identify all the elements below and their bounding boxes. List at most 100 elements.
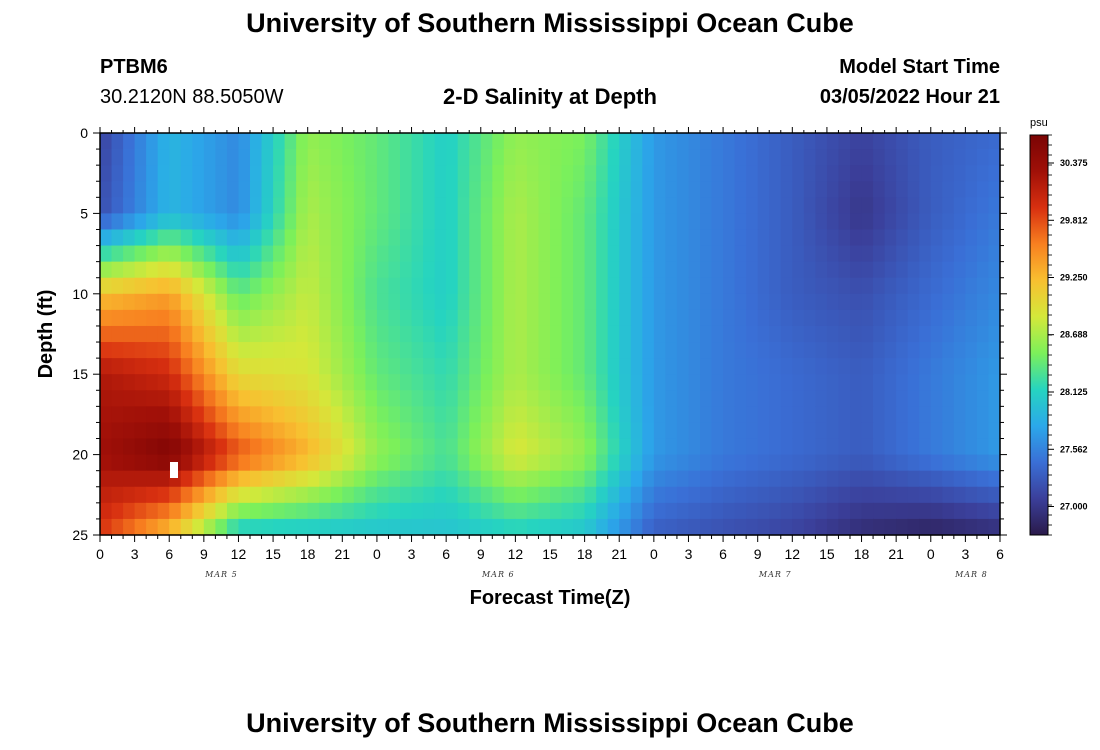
heat-cell bbox=[492, 133, 505, 150]
heat-cell bbox=[273, 374, 286, 391]
heat-cell bbox=[157, 165, 170, 182]
heat-cell bbox=[838, 342, 851, 359]
heat-cell bbox=[434, 277, 447, 295]
heat-cell bbox=[515, 229, 528, 247]
heat-cell bbox=[826, 358, 840, 375]
heat-cell bbox=[434, 181, 447, 198]
heat-cell bbox=[965, 390, 978, 407]
heat-cell bbox=[746, 358, 759, 375]
heat-cell bbox=[769, 165, 782, 182]
heat-cell bbox=[792, 133, 805, 150]
heat-cell bbox=[676, 518, 690, 536]
heat-cell bbox=[688, 454, 701, 472]
heat-cell bbox=[434, 261, 447, 279]
heat-cell bbox=[573, 406, 586, 424]
heat-cell bbox=[388, 438, 401, 456]
heat-cell bbox=[307, 342, 320, 359]
heat-cell bbox=[342, 486, 355, 504]
heat-cell bbox=[457, 342, 470, 359]
heat-cell bbox=[180, 325, 193, 343]
heat-cell bbox=[365, 438, 378, 456]
heat-cell bbox=[342, 165, 355, 182]
heat-cell bbox=[411, 518, 424, 536]
heat-cell bbox=[284, 486, 297, 504]
heat-cell bbox=[700, 261, 713, 279]
heat-cell bbox=[930, 358, 943, 375]
heat-cell bbox=[538, 165, 551, 182]
heat-cell bbox=[619, 454, 632, 472]
heat-cell bbox=[480, 374, 493, 391]
heat-cell bbox=[826, 149, 840, 166]
heat-cell bbox=[365, 454, 378, 472]
heat-cell bbox=[826, 293, 840, 311]
heat-cell bbox=[180, 181, 193, 198]
heat-cell bbox=[596, 342, 609, 359]
heat-cell bbox=[342, 309, 355, 327]
heat-cell bbox=[434, 454, 447, 472]
x-tick-label: 15 bbox=[542, 546, 558, 562]
heat-cell bbox=[642, 229, 655, 247]
heat-cell bbox=[457, 390, 470, 407]
heat-cell bbox=[988, 422, 1001, 440]
heat-cell bbox=[803, 518, 816, 536]
heat-cell bbox=[584, 181, 597, 198]
heat-cell bbox=[550, 325, 563, 343]
heat-cell bbox=[780, 229, 793, 247]
heat-cell bbox=[584, 245, 597, 263]
heat-cell bbox=[792, 277, 805, 295]
heat-cell bbox=[665, 133, 678, 150]
heat-cell bbox=[215, 374, 228, 391]
heat-cell bbox=[469, 486, 482, 504]
heat-cell bbox=[434, 165, 447, 182]
heat-cell bbox=[157, 245, 170, 263]
heat-cell bbox=[480, 197, 493, 214]
heat-cell bbox=[607, 213, 620, 231]
heat-cell bbox=[711, 229, 724, 247]
heat-cell bbox=[400, 261, 413, 279]
heat-cell bbox=[503, 454, 516, 472]
heat-cell bbox=[734, 309, 747, 327]
heat-cell bbox=[296, 454, 309, 472]
heat-cell bbox=[503, 518, 516, 536]
heat-cell bbox=[100, 342, 113, 359]
heat-cell bbox=[457, 133, 470, 150]
heat-cell bbox=[492, 293, 505, 311]
heat-cell bbox=[965, 358, 978, 375]
heat-cell bbox=[538, 277, 551, 295]
heat-cell bbox=[873, 518, 886, 536]
heat-cell bbox=[584, 518, 597, 536]
heat-cell bbox=[180, 342, 193, 359]
heat-cell bbox=[226, 293, 240, 311]
heat-cell bbox=[596, 470, 609, 488]
heat-cell bbox=[203, 245, 216, 263]
heat-cell bbox=[688, 277, 701, 295]
heat-cell bbox=[342, 133, 355, 150]
heat-cell bbox=[273, 438, 286, 456]
heat-cell bbox=[100, 358, 113, 375]
heat-cell bbox=[953, 133, 966, 150]
heat-cell bbox=[492, 454, 505, 472]
heat-cell bbox=[711, 165, 724, 182]
heat-cell bbox=[884, 470, 897, 488]
heat-cell bbox=[538, 374, 551, 391]
heat-cell bbox=[100, 390, 113, 407]
heat-cell bbox=[942, 213, 955, 231]
heat-cell bbox=[250, 133, 263, 150]
heat-cell bbox=[503, 213, 516, 231]
heat-cell bbox=[273, 197, 286, 214]
heat-cell bbox=[561, 213, 574, 231]
heat-cell bbox=[111, 358, 124, 375]
heat-cell bbox=[780, 422, 793, 440]
heat-cell bbox=[319, 245, 332, 263]
heat-cell bbox=[838, 181, 851, 198]
heat-cell bbox=[365, 502, 378, 520]
heat-cell bbox=[942, 293, 955, 311]
heat-cell bbox=[792, 454, 805, 472]
heat-cell bbox=[353, 374, 366, 391]
heat-cell bbox=[573, 342, 586, 359]
heat-cell bbox=[434, 197, 447, 214]
heat-cell bbox=[723, 422, 736, 440]
heat-cell bbox=[273, 342, 286, 359]
heat-cell bbox=[538, 261, 551, 279]
heat-cell bbox=[503, 486, 516, 504]
